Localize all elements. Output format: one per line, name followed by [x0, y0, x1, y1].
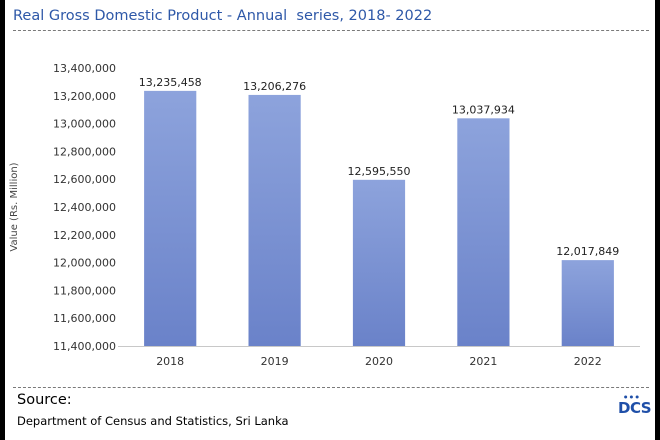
- data-label: 13,206,276: [243, 80, 306, 93]
- x-tick-label: 2018: [156, 355, 184, 368]
- y-axis-label: Value (Rs. Million): [9, 162, 20, 251]
- y-tick-label: 12,400,000: [53, 201, 116, 214]
- data-label: 13,235,458: [139, 76, 202, 89]
- chart-title: Real Gross Domestic Product - Annual ser…: [13, 8, 433, 24]
- dcs-logo: ● ● ● DCS: [618, 394, 652, 418]
- y-tick-label: 13,000,000: [53, 118, 116, 131]
- bar: [457, 118, 510, 346]
- logo-dots-icon: ● ● ●: [624, 394, 640, 399]
- y-tick-label: 11,400,000: [53, 340, 116, 353]
- bar: [561, 260, 614, 346]
- y-tick-label: 11,800,000: [53, 284, 116, 297]
- x-tick-label: 2020: [365, 355, 393, 368]
- y-tick-label: 11,600,000: [53, 312, 116, 325]
- data-label: 12,595,550: [348, 165, 411, 178]
- data-label: 12,017,849: [556, 245, 619, 258]
- source-divider: [13, 387, 649, 388]
- x-tick-label: 2019: [261, 355, 289, 368]
- chart-frame: Real Gross Domestic Product - Annual ser…: [5, 0, 655, 440]
- title-divider: [13, 30, 649, 31]
- y-tick-label: 12,200,000: [53, 229, 116, 242]
- bar: [248, 94, 301, 346]
- x-tick-label: 2022: [574, 355, 602, 368]
- bar-chart: 11,400,000 11,600,000 11,800,000 12,000,000…: [9, 62, 640, 368]
- y-tick-label: 13,400,000: [53, 62, 116, 75]
- source-label: Source:: [17, 392, 72, 408]
- x-tick-label: 2021: [469, 355, 497, 368]
- bar: [352, 179, 406, 346]
- y-tick-label: 12,600,000: [53, 173, 116, 186]
- y-tick-label: 12,000,000: [53, 257, 116, 270]
- data-label: 13,037,934: [452, 103, 515, 116]
- y-tick-label: 13,200,000: [53, 90, 116, 103]
- y-tick-label: 12,800,000: [53, 145, 116, 158]
- bar: [144, 90, 197, 346]
- source-text: Department of Census and Statistics, Sri…: [17, 414, 289, 428]
- logo-text: DCS: [618, 399, 652, 417]
